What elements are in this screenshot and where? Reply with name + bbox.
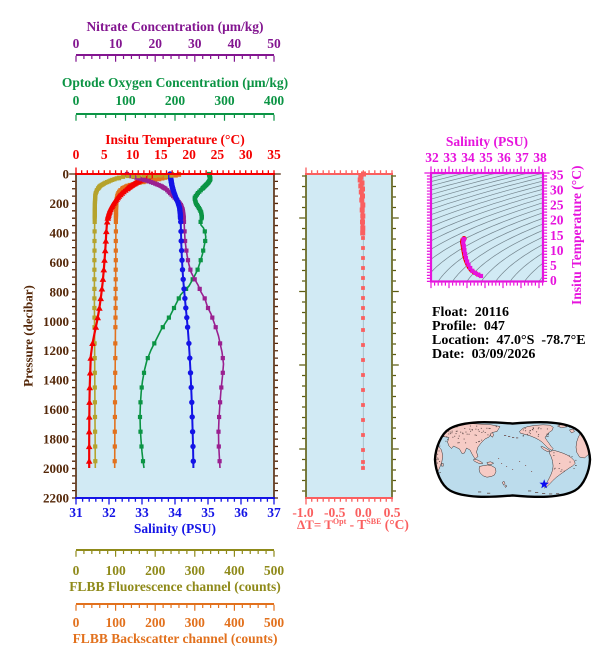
svg-text:Salinity (PSU): Salinity (PSU)	[134, 521, 216, 536]
svg-text:36: 36	[234, 505, 248, 520]
svg-text:32: 32	[425, 150, 439, 165]
svg-text:10: 10	[550, 243, 564, 258]
svg-text:35: 35	[267, 147, 281, 162]
svg-text:20: 20	[148, 36, 162, 51]
svg-text:0: 0	[73, 563, 80, 578]
svg-text:500: 500	[264, 615, 285, 630]
svg-text:0: 0	[73, 147, 80, 162]
svg-text:15: 15	[550, 228, 564, 243]
svg-text:0.5: 0.5	[384, 505, 401, 520]
svg-text:34: 34	[168, 505, 182, 520]
svg-text:20: 20	[182, 147, 196, 162]
svg-text:30: 30	[239, 147, 253, 162]
svg-text:400: 400	[50, 225, 70, 240]
svg-text:35: 35	[479, 150, 493, 165]
svg-text:200: 200	[145, 615, 166, 630]
svg-text:25: 25	[211, 147, 225, 162]
svg-text:FLBB Backscatter channel (coun: FLBB Backscatter channel (counts)	[73, 631, 278, 646]
svg-text:15: 15	[154, 147, 168, 162]
svg-text:600: 600	[50, 255, 70, 270]
svg-text:0: 0	[73, 93, 80, 108]
svg-text:30: 30	[188, 36, 202, 51]
svg-text:1200: 1200	[43, 343, 69, 358]
svg-text:1600: 1600	[43, 402, 69, 417]
svg-text:34: 34	[461, 150, 475, 165]
svg-text:0: 0	[73, 36, 80, 51]
svg-text:10: 10	[126, 147, 140, 162]
svg-text:300: 300	[185, 615, 206, 630]
svg-text:100: 100	[105, 563, 126, 578]
svg-text:-1.0: -1.0	[292, 505, 314, 520]
svg-text:Pressure (decibar): Pressure (decibar)	[21, 285, 36, 387]
svg-text:500: 500	[264, 563, 285, 578]
svg-text:50: 50	[267, 36, 281, 51]
svg-text:0: 0	[550, 273, 557, 288]
svg-text:200: 200	[165, 93, 186, 108]
svg-text:37: 37	[515, 150, 529, 165]
svg-text:25: 25	[550, 198, 564, 213]
svg-text:100: 100	[105, 615, 126, 630]
svg-text:FLBB Fluorescence channel (cou: FLBB Fluorescence channel (counts)	[69, 579, 281, 594]
svg-text:400: 400	[224, 615, 245, 630]
svg-text:20: 20	[550, 213, 564, 228]
svg-text:0: 0	[63, 167, 70, 182]
svg-text:36: 36	[497, 150, 511, 165]
svg-text:0.0: 0.0	[355, 505, 372, 520]
svg-text:33: 33	[443, 150, 457, 165]
svg-text:400: 400	[264, 93, 285, 108]
svg-text:1400: 1400	[43, 373, 69, 388]
svg-text:Profile: 047: Profile: 047	[432, 319, 505, 334]
svg-text:200: 200	[50, 196, 70, 211]
svg-text:Insitu Temperature (°C): Insitu Temperature (°C)	[105, 132, 244, 147]
svg-text:Optode Oxygen Concentration (μ: Optode Oxygen Concentration (μm/kg)	[62, 75, 288, 90]
svg-text:300: 300	[214, 93, 235, 108]
svg-text:10: 10	[109, 36, 123, 51]
svg-text:5: 5	[101, 147, 108, 162]
svg-text:5: 5	[550, 258, 557, 273]
svg-text:100: 100	[115, 93, 136, 108]
svg-text:Insitu Temperature (°C): Insitu Temperature (°C)	[569, 166, 584, 305]
svg-text:30: 30	[550, 183, 564, 198]
svg-text:Location: 47.0°S -78.7°E: Location: 47.0°S -78.7°E	[432, 333, 586, 348]
svg-text:Nitrate Concentration (μm/kg): Nitrate Concentration (μm/kg)	[86, 19, 263, 34]
svg-text:32: 32	[102, 505, 116, 520]
svg-text:400: 400	[224, 563, 245, 578]
svg-text:1800: 1800	[43, 432, 69, 447]
svg-text:31: 31	[69, 505, 83, 520]
svg-text:Date: 03/09/2026: Date: 03/09/2026	[432, 347, 535, 362]
svg-text:Float: 20116: Float: 20116	[432, 305, 509, 320]
svg-text:-0.5: -0.5	[324, 505, 346, 520]
svg-text:200: 200	[145, 563, 166, 578]
svg-text:2200: 2200	[43, 491, 69, 506]
svg-text:Salinity (PSU): Salinity (PSU)	[446, 134, 528, 149]
svg-text:1000: 1000	[43, 314, 69, 329]
svg-text:ΔT= TOpt - TSBE (°C): ΔT= TOpt - TSBE (°C)	[297, 517, 409, 532]
svg-text:2000: 2000	[43, 461, 69, 476]
svg-text:33: 33	[135, 505, 149, 520]
svg-text:35: 35	[550, 168, 564, 183]
svg-text:0: 0	[73, 615, 80, 630]
svg-text:300: 300	[185, 563, 206, 578]
svg-text:40: 40	[228, 36, 242, 51]
svg-text:37: 37	[267, 505, 281, 520]
svg-text:35: 35	[201, 505, 215, 520]
svg-text:800: 800	[50, 284, 70, 299]
svg-text:38: 38	[533, 150, 547, 165]
